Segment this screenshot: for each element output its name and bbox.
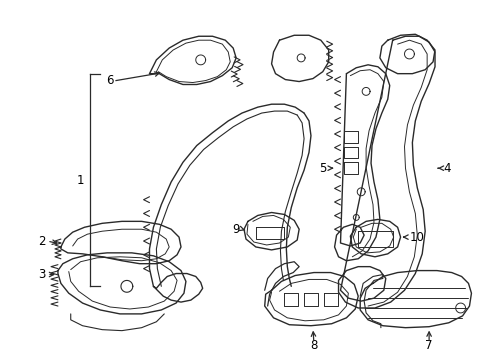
Polygon shape [350,219,400,257]
Text: 1: 1 [77,174,84,186]
Polygon shape [58,253,186,314]
Polygon shape [324,293,338,306]
Polygon shape [380,34,435,74]
Polygon shape [335,65,390,261]
Text: 8: 8 [310,339,318,352]
Text: 9: 9 [233,223,240,236]
Polygon shape [304,293,318,306]
Polygon shape [358,231,392,247]
Polygon shape [344,162,358,174]
Polygon shape [61,221,181,264]
Polygon shape [244,212,299,250]
Text: 4: 4 [443,162,450,175]
Polygon shape [360,271,471,328]
Text: 3: 3 [38,268,45,281]
Text: 5: 5 [319,162,327,175]
Polygon shape [153,274,203,302]
Text: 10: 10 [410,231,424,244]
Polygon shape [256,227,284,239]
Polygon shape [271,35,329,82]
Polygon shape [344,131,358,143]
Text: 6: 6 [106,74,114,87]
Polygon shape [344,147,358,158]
Text: 2: 2 [38,235,45,248]
Polygon shape [284,293,298,306]
Text: 7: 7 [425,339,433,352]
Polygon shape [339,36,435,308]
Polygon shape [149,36,236,85]
Polygon shape [265,273,358,326]
